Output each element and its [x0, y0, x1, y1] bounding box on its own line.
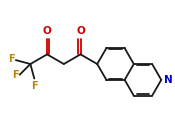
Text: O: O [43, 27, 51, 36]
Text: F: F [31, 80, 38, 90]
Text: F: F [8, 54, 15, 64]
Text: N: N [164, 75, 173, 85]
Text: O: O [76, 27, 85, 36]
Text: F: F [12, 70, 19, 80]
